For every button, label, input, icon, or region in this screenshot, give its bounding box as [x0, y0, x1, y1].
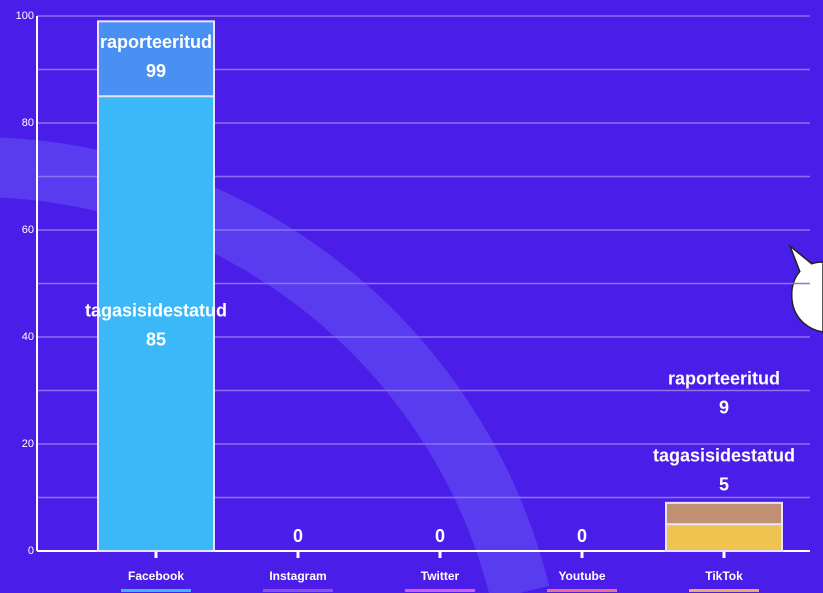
- data-label: 99: [146, 61, 166, 81]
- x-tick-label: Instagram: [269, 569, 326, 583]
- y-tick-label: 100: [16, 10, 34, 22]
- data-label: 0: [577, 526, 587, 546]
- x-tick-label: Twitter: [421, 569, 460, 583]
- category-underline: [121, 589, 191, 592]
- data-label-name: raporteeritud: [668, 369, 780, 389]
- x-tick-label: Facebook: [128, 569, 184, 583]
- y-tick-label: 60: [22, 224, 34, 236]
- y-tick-label: 80: [22, 117, 34, 129]
- data-label: 9: [719, 398, 729, 418]
- y-tick-label: 40: [22, 331, 34, 343]
- data-label-name: tagasisidestatud: [85, 300, 227, 320]
- data-label-name: raporteeritud: [100, 32, 212, 52]
- bar: [666, 524, 782, 551]
- x-tick-label: Youtube: [558, 569, 605, 583]
- category-underline: [689, 589, 759, 592]
- data-label: 0: [435, 526, 445, 546]
- category-underline: [405, 589, 475, 592]
- chart: 0 20 40 60 80 100 Facebook raporteeritud 99 tagas…: [0, 0, 823, 593]
- y-tick-label: 0: [28, 545, 34, 557]
- data-label: 5: [719, 475, 729, 495]
- category-underline: [263, 589, 333, 592]
- data-label-name: tagasisidestatud: [653, 446, 795, 466]
- category-underline: [547, 589, 617, 592]
- y-tick-label: 20: [22, 438, 34, 450]
- bar: [98, 96, 214, 551]
- x-tick-label: TikTok: [705, 569, 743, 583]
- data-label: 0: [293, 526, 303, 546]
- data-label: 85: [146, 329, 166, 349]
